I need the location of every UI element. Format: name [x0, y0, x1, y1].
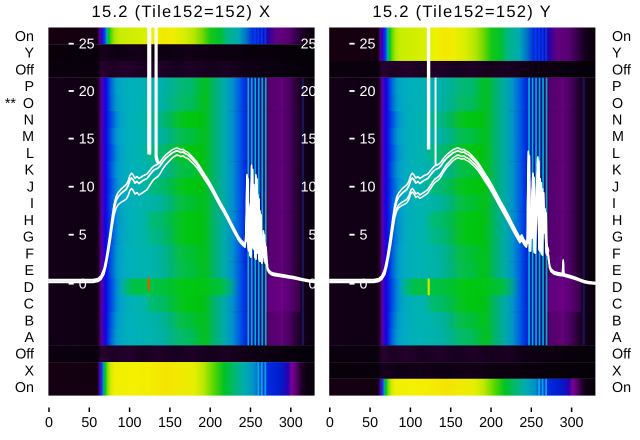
svg-text:L: L — [612, 146, 620, 162]
svg-text:25: 25 — [301, 37, 317, 53]
svg-text:15.2 (Tile152=152) X: 15.2 (Tile152=152) X — [91, 2, 271, 21]
svg-text:150: 150 — [158, 415, 182, 431]
svg-text:10: 10 — [79, 180, 95, 196]
svg-text:B: B — [612, 313, 622, 329]
svg-text:A: A — [612, 330, 622, 346]
svg-text:Y: Y — [24, 46, 34, 62]
svg-text:0: 0 — [326, 415, 334, 431]
svg-text:L: L — [26, 146, 34, 162]
svg-text:J: J — [27, 179, 34, 195]
svg-text:5: 5 — [309, 228, 317, 244]
svg-text:25: 25 — [360, 37, 376, 53]
svg-text:N: N — [24, 113, 34, 129]
svg-text:100: 100 — [118, 415, 142, 431]
svg-text:D: D — [24, 280, 34, 296]
svg-text:X: X — [24, 364, 34, 380]
svg-text:100: 100 — [398, 415, 422, 431]
svg-text:I: I — [30, 196, 34, 212]
svg-text:200: 200 — [479, 415, 503, 431]
svg-text:H: H — [24, 213, 34, 229]
svg-text:Y: Y — [612, 46, 622, 62]
svg-text:On: On — [15, 380, 34, 396]
svg-text:E: E — [612, 263, 622, 279]
svg-text:On: On — [612, 380, 631, 396]
svg-text:O: O — [612, 96, 623, 112]
svg-text:20: 20 — [79, 84, 95, 100]
svg-text:0: 0 — [309, 277, 317, 293]
svg-text:150: 150 — [439, 415, 463, 431]
svg-text:E: E — [24, 263, 34, 279]
svg-text:O: O — [23, 96, 34, 112]
svg-text:10: 10 — [301, 180, 317, 196]
svg-text:250: 250 — [239, 415, 263, 431]
svg-text:F: F — [25, 246, 34, 262]
svg-text:F: F — [612, 246, 621, 262]
svg-text:200: 200 — [198, 415, 222, 431]
svg-text:20: 20 — [301, 84, 317, 100]
svg-text:300: 300 — [560, 415, 584, 431]
svg-text:Off: Off — [15, 347, 34, 363]
svg-text:0: 0 — [360, 277, 368, 293]
svg-text:10: 10 — [360, 180, 376, 196]
svg-text:15: 15 — [79, 131, 95, 147]
svg-text:M: M — [22, 129, 34, 145]
svg-text:15: 15 — [360, 131, 376, 147]
svg-text:B: B — [24, 313, 34, 329]
svg-text:Off: Off — [612, 347, 631, 363]
svg-text:50: 50 — [81, 415, 97, 431]
svg-text:J: J — [612, 179, 619, 195]
svg-text:P: P — [612, 79, 622, 95]
svg-text:H: H — [612, 213, 622, 229]
svg-text:K: K — [24, 163, 34, 179]
svg-text:C: C — [24, 297, 34, 313]
svg-text:D: D — [612, 280, 622, 296]
svg-text:X: X — [612, 364, 622, 380]
svg-text:N: N — [612, 113, 622, 129]
svg-text:5: 5 — [360, 228, 368, 244]
svg-text:A: A — [24, 330, 34, 346]
svg-text:M: M — [612, 129, 624, 145]
svg-text:300: 300 — [279, 415, 303, 431]
svg-text:P: P — [24, 79, 34, 95]
svg-text:0: 0 — [45, 415, 53, 431]
svg-text:**: ** — [5, 96, 17, 112]
svg-text:I: I — [612, 196, 616, 212]
svg-text:50: 50 — [362, 415, 378, 431]
svg-text:On: On — [612, 29, 631, 45]
svg-text:20: 20 — [360, 84, 376, 100]
svg-text:G: G — [23, 230, 34, 246]
svg-text:0: 0 — [79, 277, 87, 293]
svg-text:15.2 (Tile152=152) Y: 15.2 (Tile152=152) Y — [372, 2, 552, 21]
svg-text:On: On — [15, 29, 34, 45]
svg-text:K: K — [612, 163, 622, 179]
svg-text:Off: Off — [612, 62, 631, 78]
svg-text:5: 5 — [79, 228, 87, 244]
svg-text:15: 15 — [301, 131, 317, 147]
svg-text:C: C — [612, 297, 622, 313]
svg-text:250: 250 — [519, 415, 543, 431]
svg-text:Off: Off — [15, 62, 34, 78]
svg-text:G: G — [612, 230, 623, 246]
svg-text:25: 25 — [79, 37, 95, 53]
